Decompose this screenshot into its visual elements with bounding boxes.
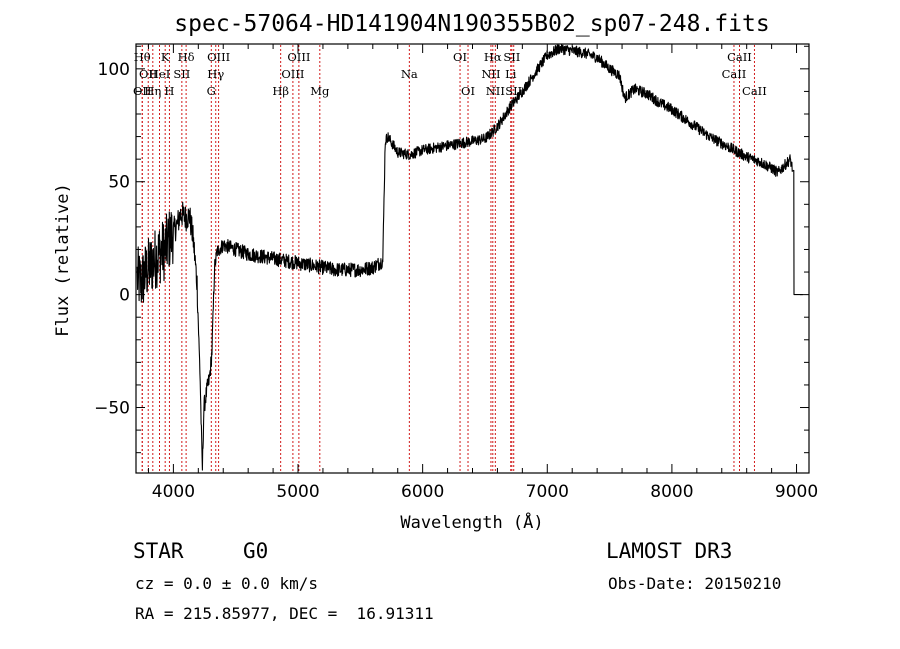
spectral-line-label: SII bbox=[503, 50, 520, 64]
spectral-line-label: OIII bbox=[287, 50, 310, 64]
x-tick-label: 9000 bbox=[775, 482, 818, 502]
observation-date: Obs-Date: 20150210 bbox=[608, 574, 782, 593]
spectral-line-label: CaII bbox=[722, 67, 747, 81]
spectral-line-label: NII bbox=[486, 84, 505, 98]
object-subclass: G0 bbox=[243, 539, 269, 563]
spectral-line-label: Li bbox=[505, 67, 517, 81]
spectral-line-label: Hα bbox=[484, 50, 502, 64]
spectral-line-label: H bbox=[164, 84, 174, 98]
spectral-line-label: OII bbox=[139, 67, 158, 81]
spectral-line-label: NII bbox=[481, 67, 500, 81]
spectrum-line bbox=[136, 43, 803, 471]
x-tick-label: 4000 bbox=[152, 482, 195, 502]
chart-title: spec-57064-HD141904N190355B02_sp07-248.f… bbox=[174, 11, 769, 37]
spectral-line-label: CaII bbox=[742, 84, 767, 98]
spectral-line-label: OI bbox=[453, 50, 467, 64]
y-tick-label: 0 bbox=[119, 286, 130, 306]
plot-frame bbox=[135, 43, 810, 474]
x-tick-label: 7000 bbox=[526, 482, 569, 502]
spectral-line-label: Hγ bbox=[207, 67, 224, 81]
axis-ticks: 4000 5000 6000 7000 8000 9000 −50 0 50 100 bbox=[94, 44, 818, 502]
spectral-line-label: HeI bbox=[149, 67, 170, 81]
y-tick-label: −50 bbox=[94, 399, 130, 419]
object-class: STAR bbox=[133, 539, 184, 563]
spectral-line-label: Mg bbox=[310, 84, 330, 98]
survey-name: LAMOST DR3 bbox=[606, 539, 733, 563]
spectral-line-label: OIII bbox=[281, 67, 304, 81]
spectral-line-label: SII bbox=[173, 67, 190, 81]
x-tick-label: 5000 bbox=[276, 482, 319, 502]
y-tick-label: 100 bbox=[98, 60, 130, 80]
coordinates: RA = 215.85977, DEC = 16.91311 bbox=[135, 604, 434, 623]
x-tick-label: 6000 bbox=[401, 482, 444, 502]
spectral-line-label: K bbox=[161, 50, 170, 64]
spectral-line-label: Hθ bbox=[134, 50, 151, 64]
x-axis-label: Wavelength (Å) bbox=[400, 511, 543, 533]
spectral-line-label: OIII bbox=[207, 50, 230, 64]
redshift-velocity: cz = 0.0 ± 0.0 km/s bbox=[135, 574, 319, 593]
y-axis-label: Flux (relative) bbox=[53, 183, 73, 337]
spectral-line-markers bbox=[141, 45, 755, 472]
spectral-line-label: Hη bbox=[144, 84, 161, 98]
spectral-line-label: G bbox=[207, 84, 216, 98]
spectral-line-labels: HθOIIOIIHηHeIKHSIIHδGHγOIIIHβOIIIOIIIMgN… bbox=[133, 50, 767, 98]
spectrum-chart: spec-57064-HD141904N190355B02_sp07-248.f… bbox=[53, 11, 818, 533]
spectral-line-label: Hδ bbox=[178, 50, 195, 64]
spectral-line-label: Hβ bbox=[272, 84, 289, 98]
spectral-line-label: OII bbox=[133, 84, 152, 98]
x-tick-label: 8000 bbox=[650, 482, 693, 502]
spectral-line-label: Na bbox=[401, 67, 418, 81]
spectral-line-label: OI bbox=[461, 84, 475, 98]
y-tick-label: 50 bbox=[108, 173, 130, 193]
spectral-line-label: CaII bbox=[727, 50, 752, 64]
